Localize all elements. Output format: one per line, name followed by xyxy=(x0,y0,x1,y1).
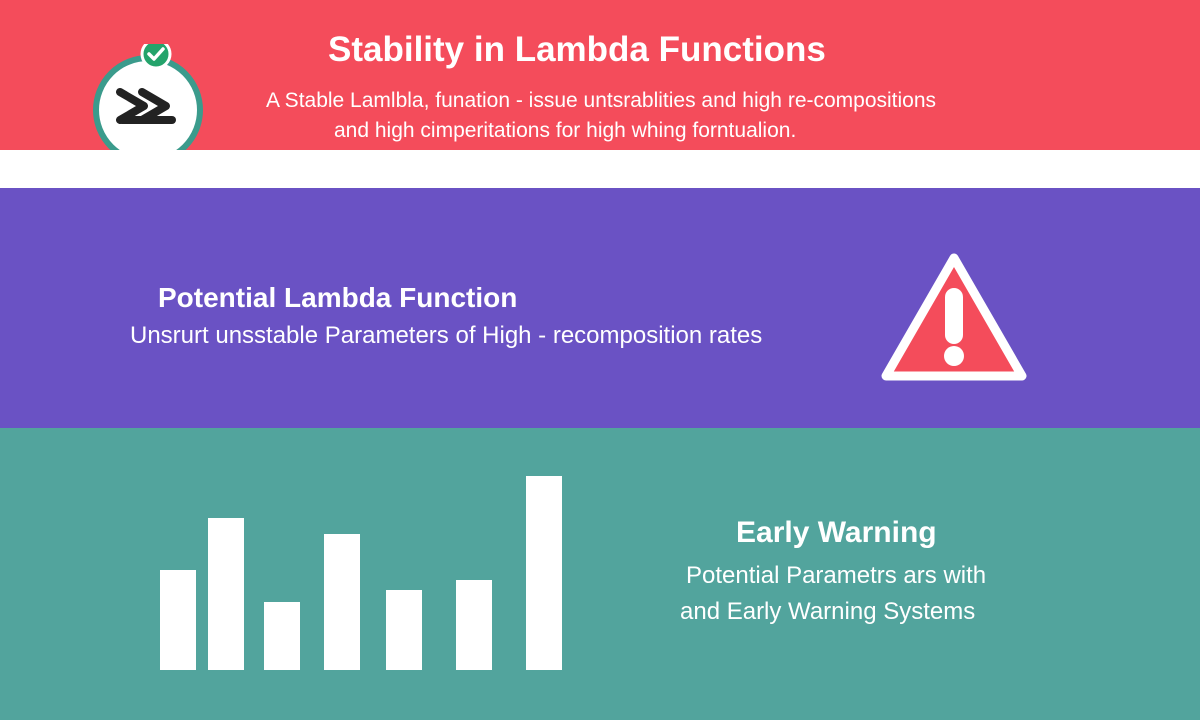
section-subtitle-early-warning-line1: Potential Parametrs ars with xyxy=(686,562,987,589)
bar-chart-icon xyxy=(160,476,562,670)
bar-1 xyxy=(160,570,196,670)
bar-3 xyxy=(264,602,300,670)
page-title: Stability in Lambda Functions xyxy=(328,30,826,69)
bar-5 xyxy=(386,590,422,670)
chart-band xyxy=(0,428,1200,720)
double-chevron-icon xyxy=(116,88,176,124)
header-subtitle-line2: and high cimperitations for high whing f… xyxy=(334,119,797,142)
bar-7 xyxy=(526,476,562,670)
bar-4 xyxy=(324,534,360,670)
section-subtitle-potential: Unsrurt unsstable Parameters of High - r… xyxy=(130,322,763,349)
section-subtitle-early-warning-line2: and Early Warning Systems xyxy=(680,598,976,625)
warning-triangle-icon xyxy=(881,253,1027,381)
warning-band xyxy=(0,188,1200,428)
logo-badge xyxy=(93,44,203,164)
header-subtitle-line1: A Stable Lamlbla, funation - issue untsr… xyxy=(266,89,937,112)
bar-2 xyxy=(208,518,244,670)
check-badge-icon xyxy=(140,44,172,70)
section-title-early-warning: Early Warning xyxy=(736,516,937,549)
bar-6 xyxy=(456,580,492,670)
section-title-potential: Potential Lambda Function xyxy=(158,282,518,313)
band-separator xyxy=(0,150,1200,188)
